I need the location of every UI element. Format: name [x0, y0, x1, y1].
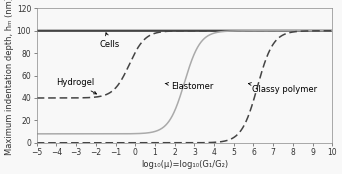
- Text: Glassy polymer: Glassy polymer: [248, 83, 317, 94]
- X-axis label: log₁₀(μ)=log₁₀(G₁/G₂): log₁₀(μ)=log₁₀(G₁/G₂): [141, 160, 228, 169]
- Text: Cells: Cells: [100, 33, 120, 49]
- Text: Elastomer: Elastomer: [165, 82, 213, 91]
- Y-axis label: Maximum indentation depth, hₘ (nm): Maximum indentation depth, hₘ (nm): [5, 0, 14, 155]
- Text: Hydrogel: Hydrogel: [56, 78, 96, 94]
